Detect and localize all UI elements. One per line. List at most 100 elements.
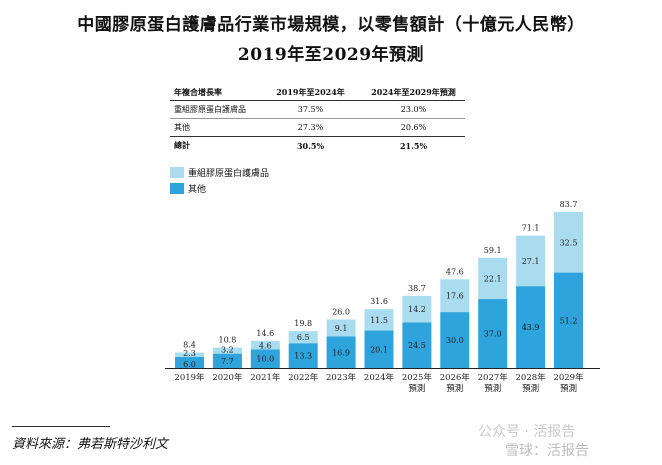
data-label-recombinant: 27.1 [522, 257, 540, 266]
bar-other [364, 330, 394, 368]
bar-recombinant [554, 212, 583, 273]
data-label-other: 24.5 [408, 341, 426, 350]
cagr-value-period1: 27.3% [259, 118, 362, 137]
source-divider [12, 426, 110, 427]
data-label-recombinant: 6.5 [297, 333, 310, 342]
bar-recombinant [250, 340, 280, 350]
legend-label-other: 其他 [188, 185, 207, 195]
bar-recombinant [402, 295, 432, 323]
x-tick-label: 2022年 [288, 372, 319, 383]
x-tick-label: 2029年 [553, 372, 584, 383]
cagr-row-label: 其他 [170, 118, 259, 137]
chart-subtitle: 2019年至2029年預測 [237, 45, 425, 65]
bar-other [288, 343, 318, 368]
legend-item-other: 其他 [170, 182, 206, 195]
cagr-row-label: 重組膠原蛋白護膚品 [170, 100, 259, 119]
bar-other [516, 286, 546, 368]
data-label-recombinant: 11.5 [370, 316, 388, 325]
x-tick-label: 2023年 [326, 372, 357, 383]
x-tick-label: 2027年 [478, 372, 509, 383]
cagr-row-other: 其他 27.3% 20.6% [170, 118, 465, 137]
data-label-total: 19.8 [294, 319, 312, 328]
x-tick-label: 2021年 [250, 372, 281, 383]
bar-other [554, 272, 583, 368]
x-tick-label: 2028年 [516, 372, 547, 383]
bar-recombinant [175, 352, 204, 357]
bar-recombinant [478, 257, 508, 300]
data-label-other: 37.0 [484, 330, 502, 339]
bar-other [402, 322, 432, 368]
bar-other [440, 312, 470, 368]
data-label-total: 47.6 [446, 267, 464, 276]
bar-recombinant [516, 235, 546, 287]
data-label-total: 59.1 [484, 246, 502, 255]
chart-title: 中國膠原蛋白護膚品行業市場規模，以零售額計（十億元人民幣） [77, 15, 585, 35]
x-tick-sublabel: 預測 [408, 383, 425, 394]
cagr-value-period2: 21.5% [399, 140, 428, 151]
legend-item-recombinant: 重組膠原蛋白護膚品 [170, 166, 269, 179]
data-label-other: 6.0 [183, 360, 196, 369]
bar-recombinant [440, 279, 470, 313]
data-label-total: 38.7 [408, 284, 426, 293]
bar-other [250, 349, 280, 368]
bar-other [212, 353, 242, 368]
legend-label-recombinant: 重組膠原蛋白護膚品 [188, 169, 270, 179]
data-label-recombinant: 2.3 [183, 349, 196, 358]
data-label-other: 7.7 [221, 357, 234, 366]
data-label-other: 16.9 [332, 348, 350, 357]
data-label-other: 51.2 [560, 316, 578, 325]
cagr-value-period2: 23.0% [362, 100, 465, 119]
source-note: 資料來源：弗若斯特沙利文 [12, 437, 169, 452]
cagr-row-label: 總計 [174, 140, 190, 150]
bar-recombinant [326, 319, 356, 337]
data-label-other: 13.3 [294, 352, 312, 361]
data-label-total: 14.6 [256, 329, 274, 338]
cagr-header-label: 年複合增長率 [170, 85, 259, 101]
data-label-recombinant: 22.1 [484, 274, 502, 283]
cagr-header-period2: 2024年至2029年預測 [362, 85, 465, 101]
x-tick-label: 2026年 [440, 372, 471, 383]
x-tick-label: 2020年 [212, 372, 243, 383]
data-label-other: 20.1 [370, 345, 388, 354]
x-tick-sublabel: 預測 [522, 383, 539, 394]
bar-recombinant [212, 347, 242, 354]
data-label-total: 31.6 [370, 297, 388, 306]
legend-swatch-recombinant [170, 167, 184, 178]
data-label-recombinant: 32.5 [560, 238, 578, 247]
data-label-recombinant: 17.6 [446, 292, 464, 301]
cagr-header-period1: 2019年至2024年 [259, 85, 362, 101]
watermark-account: 公众号 · 活报告 [478, 424, 576, 440]
data-label-total: 83.7 [560, 200, 578, 209]
legend-swatch-other [170, 183, 184, 194]
data-label-recombinant: 9.1 [335, 324, 348, 333]
x-tick-sublabel: 預測 [446, 383, 463, 394]
x-tick-sublabel: 預測 [484, 383, 501, 394]
data-label-other: 43.9 [522, 323, 540, 332]
data-label-other: 30.0 [446, 336, 464, 345]
x-tick-label: 2025年 [402, 372, 433, 383]
cagr-value-period2: 20.6% [362, 118, 465, 137]
data-label-recombinant: 14.2 [408, 305, 426, 314]
data-label-total: 71.1 [522, 224, 540, 233]
data-label-recombinant: 4.6 [259, 341, 272, 350]
data-label-total: 26.0 [332, 308, 350, 317]
cagr-value-period1: 30.5% [296, 140, 325, 151]
bar-recombinant [364, 309, 394, 331]
x-tick-label: 2019年 [174, 372, 205, 383]
x-tick-sublabel: 預測 [560, 383, 577, 394]
data-label-other: 10.0 [256, 355, 274, 364]
data-label-total: 8.4 [183, 341, 196, 350]
bar-recombinant [288, 331, 318, 344]
data-label-recombinant: 3.2 [221, 346, 234, 355]
cagr-table: 年複合增長率 2019年至2024年 2024年至2029年預測 重組膠原蛋白護… [170, 85, 465, 154]
bar-other [478, 299, 508, 368]
bar-other [175, 356, 204, 368]
bar-other [326, 336, 356, 368]
watermark-xueqiu: 雪球：活报告 [505, 443, 589, 459]
data-label-total: 10.8 [218, 336, 236, 345]
cagr-row-total: 總計 30.5% 21.5% [170, 137, 465, 155]
cagr-value-period1: 37.5% [259, 100, 362, 119]
x-tick-label: 2024年 [364, 372, 395, 383]
cagr-row-recombinant: 重組膠原蛋白護膚品 37.5% 23.0% [170, 100, 465, 119]
